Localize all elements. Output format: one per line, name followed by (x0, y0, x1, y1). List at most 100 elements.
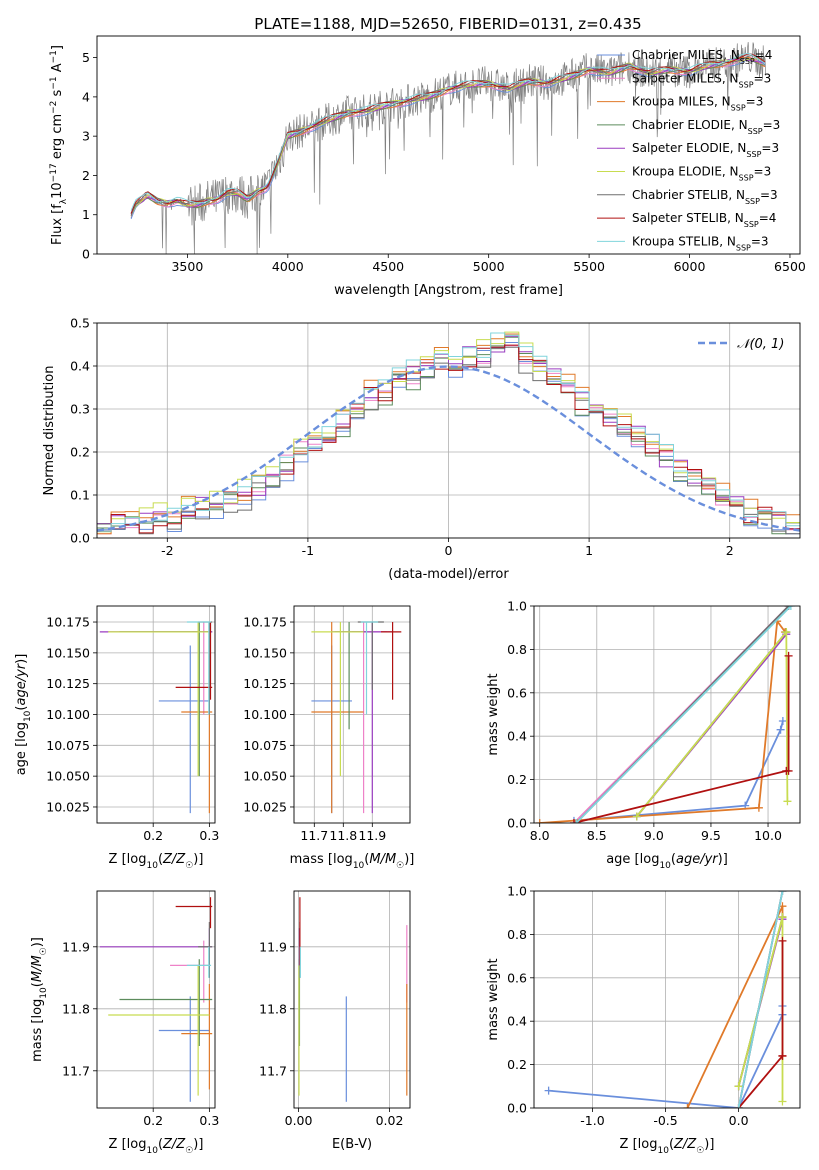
histogram-step (97, 332, 800, 532)
axes-frame (533, 890, 801, 1109)
y-tick-label: 0.0 (507, 1101, 527, 1116)
spectrum-legend: Chabrier MILES, NSSP=4 Salpeter MILES, NS… (597, 48, 780, 252)
weight-marker (569, 819, 578, 823)
histogram-step (97, 346, 800, 535)
x-tick-label: 11.9 (358, 828, 386, 843)
weight-marker (734, 1082, 743, 1091)
panel-weight-vs-Z: -1.0 -0.5 0.0 0.0 0.2 0.4 0.6 0.8 1.0 Z [log10(Z/… (486, 884, 801, 1156)
y-tick-label: 10.150 (46, 645, 90, 660)
legend-label: Salpeter ELODIE, NSSP=3 (632, 141, 779, 159)
plot-area (97, 891, 215, 1108)
x-tick-label: 4000 (272, 259, 304, 274)
x-tick-label: 10.0 (754, 828, 782, 843)
spectrum-model-line (130, 57, 766, 214)
y-tick-label: 1.0 (507, 884, 527, 899)
weight-marker (783, 797, 792, 806)
legend-label: Salpeter MILES, NSSP=3 (632, 71, 771, 89)
y-tick-label: 0.3 (70, 402, 90, 417)
weight-marker (572, 819, 581, 823)
x-tick-label: 1 (585, 543, 593, 558)
x-tick-label: 0.2 (143, 828, 163, 843)
normal-curve (97, 365, 800, 532)
weight-marker (778, 1097, 787, 1106)
weight-marker (786, 606, 795, 610)
y-tick-label: 10.075 (243, 738, 287, 753)
spectrum-data-line (130, 42, 767, 254)
weight-marker (535, 819, 544, 823)
y-axis-label: mass weight (486, 673, 501, 755)
x-tick-label: 0.00 (285, 1113, 313, 1128)
y-tick-label: 11.9 (62, 939, 90, 954)
spectrum-model-line (130, 58, 766, 215)
plot-area (97, 606, 215, 823)
y-tick-label: 10.025 (46, 799, 90, 814)
x-axis-label: Z [log10(Z/Z☉)] (109, 852, 204, 871)
plot-area (97, 323, 800, 538)
legend-label: Kroupa STELIB, NSSP=3 (632, 234, 769, 252)
weight-marker (782, 628, 791, 637)
x-tick-label: 0 (445, 543, 453, 558)
y-tick-label: 1.0 (507, 599, 527, 614)
x-tick-label: 5000 (473, 259, 505, 274)
x-tick-label: 8.0 (530, 828, 550, 843)
x-tick-label: 0.3 (199, 828, 219, 843)
y-tick-label: 0.0 (507, 816, 527, 831)
y-tick-label: 2 (82, 168, 90, 183)
panel-mass-vs-Z: 0.2 0.3 11.7 11.8 11.9 Z [log10(Z/Z☉)] mass [l… (30, 890, 219, 1156)
x-tick-label: 0.2 (143, 1113, 163, 1128)
weight-marker (683, 1104, 692, 1108)
y-tick-label: 10.025 (243, 799, 287, 814)
x-tick-label: 0.0 (729, 1113, 749, 1128)
x-tick-label: -1.0 (580, 1113, 604, 1128)
y-tick-label: 10.100 (46, 707, 90, 722)
weight-line (737, 891, 784, 1108)
y-tick-label: 11.8 (62, 1001, 90, 1016)
y-axis-label: mass [log10(M/M☉)] (30, 937, 49, 1062)
y-tick-label: 10.050 (243, 769, 287, 784)
y-tick-label: 0 (82, 247, 90, 262)
y-tick-label: 10.125 (243, 676, 287, 691)
x-axis-label: Z [log10(Z/Z☉)] (620, 1137, 715, 1156)
weight-marker (784, 651, 793, 660)
y-axis-label: age [log10(age/yr)] (14, 654, 33, 776)
weight-line (539, 618, 786, 823)
y-tick-label: 10.050 (46, 769, 90, 784)
axes-frame (96, 605, 216, 824)
y-tick-label: 5 (82, 50, 90, 65)
plot-area (534, 606, 800, 823)
y-tick-label: 0.8 (507, 927, 527, 942)
y-tick-label: 0.6 (507, 685, 527, 700)
y-tick-label: 10.175 (243, 615, 287, 630)
y-tick-label: 0.8 (507, 642, 527, 657)
x-tick-label: 6000 (674, 259, 706, 274)
x-tick-label: 11.8 (329, 828, 357, 843)
y-axis-label: Normed distribution (42, 366, 57, 496)
weight-marker (778, 913, 787, 922)
legend-label: Chabrier STELIB, NSSP=3 (632, 188, 778, 206)
y-tick-label: 11.8 (259, 1001, 287, 1016)
y-tick-label: 4 (82, 89, 90, 104)
weight-marker (778, 891, 787, 895)
y-tick-label: 0.4 (507, 1014, 527, 1029)
legend-label: Salpeter STELIB, NSSP=4 (632, 211, 776, 229)
axes-frame (96, 322, 801, 539)
y-tick-label: 10.100 (243, 707, 287, 722)
y-tick-label: 11.9 (259, 939, 287, 954)
x-axis-label: (data-model)/error (388, 567, 509, 582)
x-axis-label: wavelength [Angstrom, rest frame] (334, 283, 563, 298)
weight-marker (778, 1051, 787, 1060)
legend-label: Kroupa ELODIE, NSSP=3 (632, 165, 771, 183)
panel-age-vs-Z: 0.2 0.3 10.025 10.050 10.075 10.100 10.125 10.1… (14, 605, 219, 871)
y-tick-label: 0.4 (70, 359, 90, 374)
x-tick-label: 4500 (372, 259, 404, 274)
plot-area (294, 606, 410, 823)
y-tick-label: 0.0 (70, 531, 90, 546)
x-tick-label: 9.0 (644, 828, 664, 843)
y-tick-label: 10.125 (46, 676, 90, 691)
legend-label: Chabrier MILES, NSSP=4 (632, 48, 772, 66)
y-tick-label: 10.150 (243, 645, 287, 660)
weight-line (686, 905, 784, 1108)
axes-frame (96, 890, 216, 1109)
normal-legend-label: 𝒩(0, 1) (737, 337, 784, 352)
